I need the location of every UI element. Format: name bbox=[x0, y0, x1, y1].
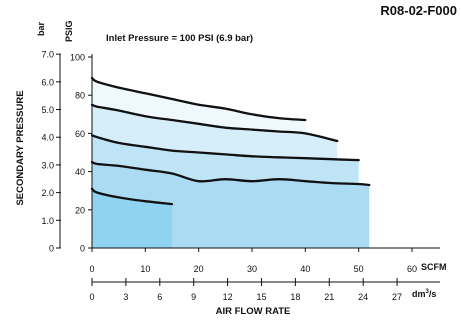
scfm-tick-label: 60 bbox=[407, 264, 417, 274]
scfm-unit-label: SCFM bbox=[421, 262, 447, 272]
scfm-tick-label: 0 bbox=[89, 264, 94, 274]
bar-tick-label: 4.0 bbox=[41, 133, 54, 143]
dm3s-tick-label: 9 bbox=[191, 292, 196, 302]
pressure-curve bbox=[90, 76, 307, 122]
psig-tick-label: 60 bbox=[75, 129, 85, 139]
x-axis-title: AIR FLOW RATE bbox=[216, 306, 291, 317]
flow-band-fill bbox=[92, 188, 172, 248]
dm3s-tick-label: 24 bbox=[358, 292, 368, 302]
bar-tick-label: 7.0 bbox=[41, 50, 54, 60]
figure-id: R08-02-F000 bbox=[380, 3, 457, 18]
bar-tick-label: 2.0 bbox=[41, 188, 54, 198]
dm3s-tick-label: 15 bbox=[256, 292, 266, 302]
dm3s-unit-label: dm3/s bbox=[412, 289, 436, 299]
y-axis-title: SECONDARY PRESSURE bbox=[15, 90, 26, 205]
dm3s-tick-label: 0 bbox=[89, 292, 94, 302]
pressure-curve bbox=[90, 134, 360, 162]
scfm-tick-label: 20 bbox=[194, 264, 204, 274]
flow-band-fills bbox=[92, 78, 370, 248]
scfm-tick-label: 30 bbox=[247, 264, 257, 274]
inlet-pressure-annotation: Inlet Pressure = 100 PSI (6.9 bar) bbox=[106, 33, 253, 44]
bar-tick-label: 5.0 bbox=[41, 105, 54, 115]
bar-tick-label: 3.0 bbox=[41, 160, 54, 170]
psig-tick-label: 20 bbox=[75, 205, 85, 215]
dm3s-tick-label: 21 bbox=[324, 292, 334, 302]
scfm-tick-label: 50 bbox=[354, 264, 364, 274]
psig-tick-label: 100 bbox=[70, 53, 85, 63]
bar-tick-label: 0 bbox=[49, 244, 54, 254]
dm3s-tick-label: 18 bbox=[290, 292, 300, 302]
psig-unit-label: PSIG bbox=[64, 20, 74, 42]
scfm-tick-label: 10 bbox=[140, 264, 150, 274]
bar-unit-label: bar bbox=[36, 21, 46, 36]
pressure-curve bbox=[90, 160, 371, 187]
dm3s-tick-label: 27 bbox=[392, 292, 402, 302]
dm3s-tick-label: 12 bbox=[223, 292, 233, 302]
scfm-tick-label: 40 bbox=[300, 264, 310, 274]
psig-tick-label: 40 bbox=[75, 167, 85, 177]
dm3s-tick-label: 3 bbox=[123, 292, 128, 302]
pressure-curves bbox=[90, 76, 371, 206]
bar-tick-label: 1.0 bbox=[41, 216, 54, 226]
psig-tick-label: 80 bbox=[75, 91, 85, 101]
bar-tick-label: 6.0 bbox=[41, 77, 54, 87]
dm3s-tick-label: 6 bbox=[157, 292, 162, 302]
pressure-curve bbox=[90, 187, 174, 206]
psig-tick-label: 0 bbox=[80, 244, 85, 254]
pressure-curve bbox=[90, 103, 339, 143]
